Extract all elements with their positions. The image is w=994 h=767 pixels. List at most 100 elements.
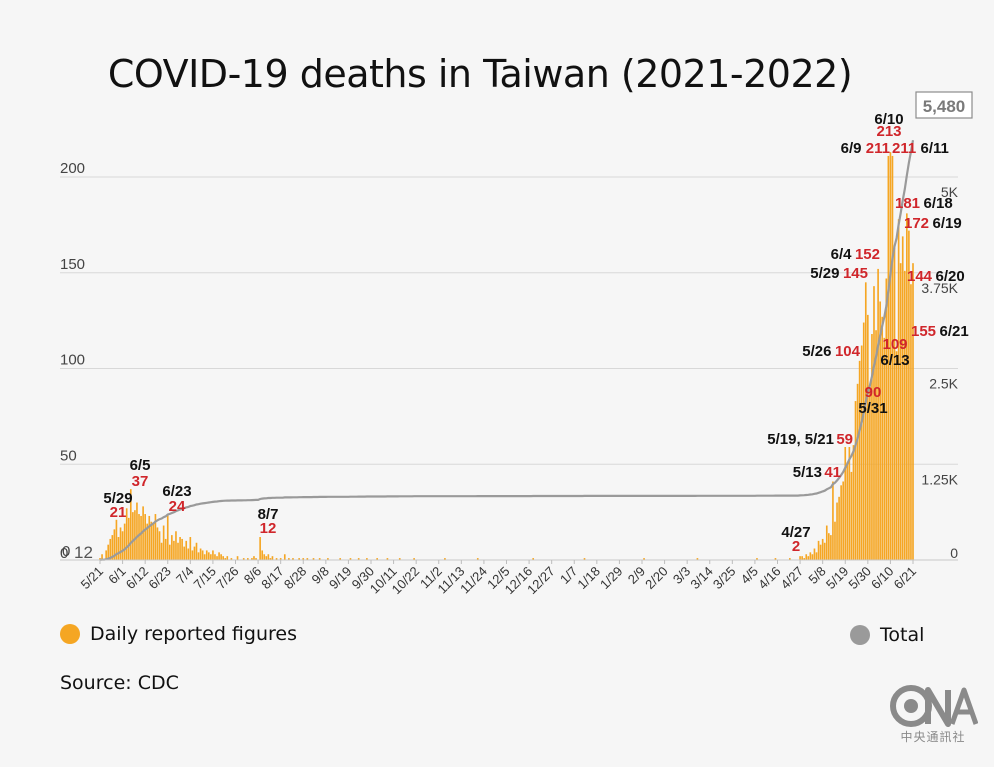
daily-bar [302, 558, 305, 561]
daily-bar [263, 554, 266, 560]
daily-bar [166, 514, 169, 560]
total-start-label: 12 [74, 543, 93, 562]
x-tick-label: 7/26 [213, 564, 242, 593]
daily-bar [214, 554, 216, 560]
daily-bar [867, 314, 869, 560]
daily-bar [261, 550, 264, 560]
daily-bar [883, 337, 886, 560]
total-line [99, 140, 915, 561]
cna-logo-icon [890, 685, 978, 727]
annotation-date: 4/27 [781, 524, 810, 541]
x-tick-label: 8/28 [281, 564, 310, 593]
daily-bar [123, 523, 126, 560]
daily-bar [858, 360, 861, 560]
annotation-date: 5/29 [810, 265, 839, 282]
daily-bar [298, 558, 300, 561]
daily-bar [142, 506, 144, 560]
daily-bar [259, 537, 261, 560]
daily-bar [903, 270, 906, 560]
daily-bar [386, 558, 389, 561]
daily-bar [187, 548, 190, 560]
daily-bar [205, 550, 208, 560]
daily-bar [891, 155, 894, 560]
right-axis-tick-label: 3.75K [921, 280, 958, 296]
daily-bar [140, 515, 142, 561]
daily-bar [181, 538, 183, 560]
total-line-layer: 5,480 [99, 91, 973, 561]
x-tick-label: 8/17 [258, 564, 287, 593]
daily-bar [255, 558, 257, 561]
annotation-date: 5/29 [103, 490, 132, 507]
daily-bar [312, 558, 315, 561]
daily-bar [220, 554, 222, 560]
x-tick-label: 3/25 [710, 564, 739, 593]
annotation-date: 6/4 [831, 246, 853, 263]
daily-bar [864, 282, 867, 560]
daily-bar [901, 236, 904, 560]
logo-caption: 中央通訊社 [900, 730, 966, 744]
daily-bar [191, 550, 194, 560]
daily-bar [306, 558, 309, 561]
legend-total: Total [850, 624, 924, 646]
daily-bar [910, 284, 912, 560]
daily-bar [132, 512, 134, 561]
daily-bar [813, 548, 816, 560]
annotation-value: 145 [843, 265, 868, 282]
x-tick-label: 6/10 [868, 564, 897, 593]
daily-bar [846, 462, 849, 560]
daily-bar [201, 550, 204, 560]
daily-bar [349, 558, 352, 561]
daily-bar [805, 554, 808, 560]
daily-bar [828, 533, 830, 560]
x-tick-label: 4/16 [755, 564, 784, 593]
daily-bar [224, 558, 227, 561]
daily-bar [138, 514, 140, 560]
daily-bar [207, 552, 210, 560]
daily-bar [836, 502, 838, 560]
left-axis-tick-label: 150 [60, 256, 85, 273]
daily-bar [148, 515, 151, 561]
annotation-date: 6/5 [130, 457, 151, 474]
daily-bar [895, 351, 898, 560]
daily-bar [179, 537, 181, 560]
daily-bar [774, 558, 777, 561]
daily-bar [696, 558, 699, 561]
daily-bar [897, 219, 900, 560]
daily-bar [152, 523, 155, 560]
x-tick-label: 3/14 [687, 564, 716, 593]
daily-bar [146, 523, 149, 560]
daily-bar [840, 485, 842, 560]
daily-bar [251, 558, 253, 561]
daily-bar [144, 514, 146, 560]
annotation-value: 104 [835, 343, 861, 360]
daily-bar [242, 558, 245, 561]
daily-bar [848, 447, 851, 560]
daily-bar [136, 502, 138, 560]
x-tick-label: 9/19 [326, 564, 355, 593]
annotation-value: 211 [892, 140, 916, 157]
daily-bar [236, 556, 239, 560]
total-final-box [915, 91, 973, 119]
daily-bar [160, 542, 163, 560]
left-axis-tick-label: 200 [60, 160, 85, 177]
daily-bar [444, 558, 446, 561]
daily-bar [842, 481, 845, 561]
annotation-date: 6/19 [933, 215, 962, 232]
daily-bar [809, 552, 812, 560]
daily-bar [210, 554, 212, 560]
daily-bar [212, 550, 214, 560]
daily-bar [803, 558, 806, 561]
daily-bar [162, 525, 165, 560]
bars-layer [99, 152, 914, 561]
daily-bar [134, 510, 136, 560]
daily-bar [869, 387, 871, 560]
daily-bar [288, 558, 290, 561]
annotation-date: 6/20 [936, 268, 965, 285]
legend-daily: Daily reported figures [60, 623, 297, 645]
daily-bar [838, 496, 840, 561]
daily-bar [871, 334, 873, 560]
left-axis-tick-label: 50 [60, 447, 77, 464]
annotation-value: 144 [907, 268, 933, 285]
annotation-value: 59 [836, 431, 853, 448]
